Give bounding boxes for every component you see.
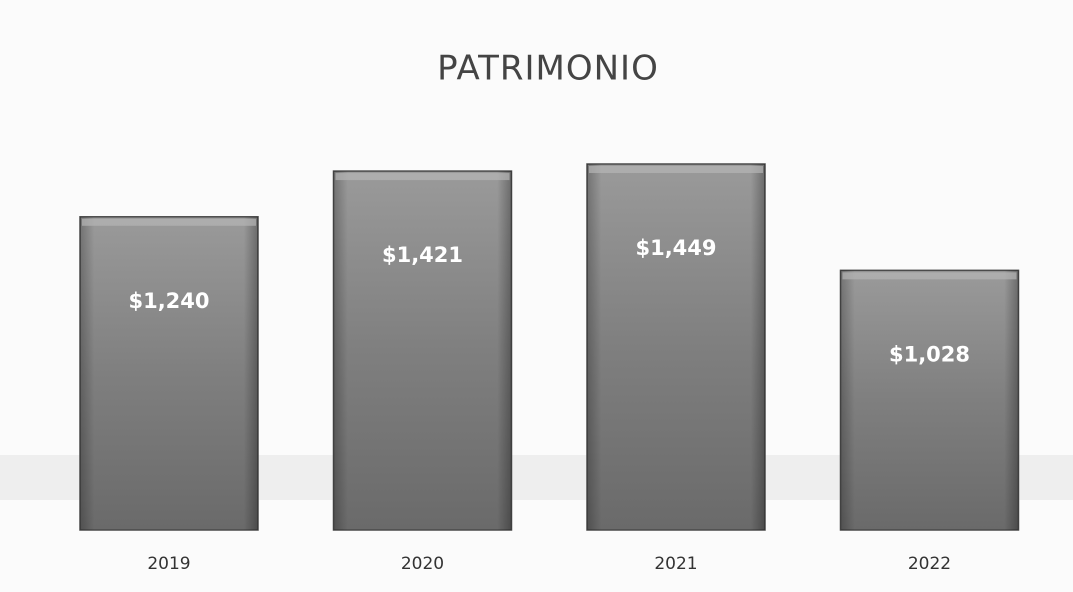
bar-shade: [840, 270, 1019, 530]
bar-bevel: [82, 218, 256, 226]
bar-bevel: [842, 272, 1017, 280]
x-tick-label: 2021: [654, 554, 697, 574]
value-label: $1,421: [382, 243, 463, 267]
bar-shade: [333, 171, 512, 531]
bar-bevel: [335, 173, 510, 181]
bar-shade: [587, 164, 765, 530]
value-label: $1,240: [128, 289, 209, 313]
chart-title: PATRIMONIO: [437, 49, 659, 89]
value-label: $1,449: [635, 236, 716, 260]
bar-bevel: [589, 166, 763, 173]
bar-shade: [80, 216, 258, 530]
x-tick-label: 2022: [908, 554, 951, 574]
x-tick-label: 2019: [147, 554, 190, 574]
x-tick-label: 2020: [401, 554, 444, 574]
value-label: $1,028: [889, 342, 970, 366]
